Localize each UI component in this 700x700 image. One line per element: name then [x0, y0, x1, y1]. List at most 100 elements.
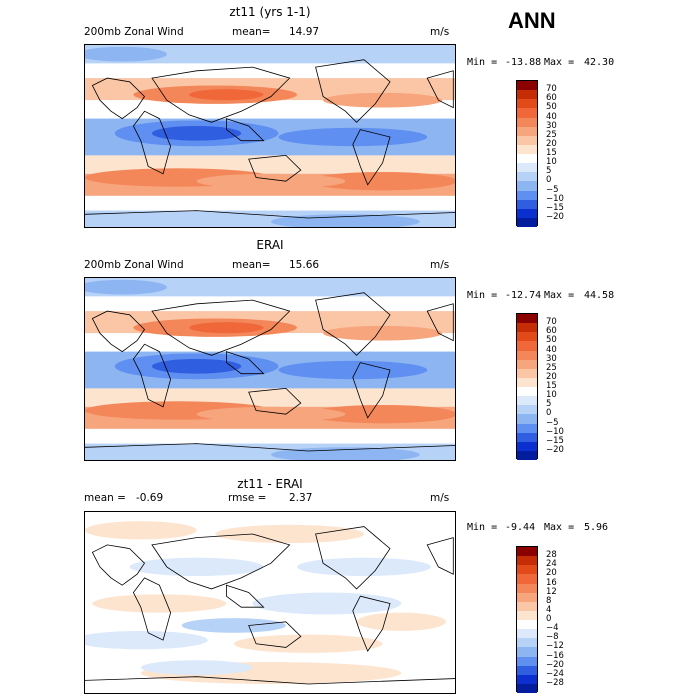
mean-label: mean =	[84, 492, 126, 504]
colorbar-swatch	[517, 323, 537, 333]
min-value: -13.88	[505, 57, 542, 68]
colorbar-tick-label: 30	[546, 120, 557, 131]
colorbar-swatch	[517, 610, 537, 620]
colorbar-swatch	[517, 547, 537, 557]
colorbar-swatch	[517, 620, 537, 630]
colorbar-swatch	[517, 574, 537, 584]
colorbar	[516, 546, 538, 693]
mean-label: mean=	[232, 26, 271, 38]
max-value: 44.58	[584, 290, 615, 301]
colorbar-tick-label: 0	[546, 175, 552, 186]
colorbar-tick-label: 10	[546, 157, 557, 168]
rmse-label: rmse =	[228, 492, 267, 504]
colorbar-swatch	[517, 647, 537, 657]
colorbar-tick-label: 25	[546, 362, 557, 373]
colorbar-swatch	[517, 154, 537, 164]
units-label: m/s	[430, 26, 450, 38]
colorbar-swatch	[517, 90, 537, 100]
colorbar-swatch	[517, 81, 537, 91]
colorbar-swatch	[517, 350, 537, 360]
map-plot	[84, 277, 456, 461]
max-label: Max =	[544, 57, 575, 68]
colorbar-swatch	[517, 99, 537, 109]
colorbar-tick-label: −12	[546, 641, 564, 652]
colorbar-swatch	[517, 414, 537, 424]
colorbar-swatch	[517, 190, 537, 200]
max-label: Max =	[544, 290, 575, 301]
colorbar-tick-label: 10	[546, 390, 557, 401]
colorbar-swatch	[517, 199, 537, 209]
colorbar-tick-label: 5	[546, 166, 552, 177]
panel-title: zt11 - ERAI	[237, 477, 303, 491]
colorbar-tick-label: −20	[546, 659, 564, 670]
colorbar-swatch	[517, 181, 537, 191]
colorbar-tick-label: −10	[546, 193, 564, 204]
colorbar-swatch	[517, 135, 537, 145]
colorbar-tick-label: −20	[546, 444, 564, 455]
colorbar-swatch	[517, 163, 537, 173]
colorbar-tick-label: −15	[546, 202, 564, 213]
colorbar-tick-label: 20	[546, 371, 557, 382]
colorbar-tick-label: 50	[546, 102, 557, 113]
colorbar-swatch	[517, 126, 537, 136]
contour-map	[85, 512, 455, 693]
colorbar-swatch	[517, 117, 537, 127]
colorbar-tick-label: 70	[546, 84, 557, 95]
colorbar-tick-label: −15	[546, 435, 564, 446]
colorbar-swatch	[517, 556, 537, 566]
mean-value: 14.97	[289, 26, 320, 38]
colorbar-tick-label: 0	[546, 614, 552, 624]
colorbar-swatch	[517, 396, 537, 406]
colorbar-swatch	[517, 638, 537, 648]
colorbar-tick-label: 15	[546, 148, 557, 158]
colorbar-tick-label: 28	[546, 550, 557, 561]
colorbar-tick-label: 60	[546, 326, 557, 337]
colorbar-tick-label: 40	[546, 344, 557, 355]
colorbar-tick-label: −20	[546, 211, 564, 222]
season-label: ANN	[508, 8, 556, 33]
mean-value: -0.69	[136, 492, 164, 504]
panel-title: zt11 (yrs 1-1)	[229, 5, 311, 19]
colorbar-tick-label: 0	[546, 408, 552, 419]
colorbar-swatch	[517, 565, 537, 575]
rmse-value: 2.37	[289, 492, 313, 504]
min-label: Min =	[467, 522, 498, 533]
colorbar-swatch	[517, 217, 537, 227]
field-label: 200mb Zonal Wind	[84, 259, 184, 271]
colorbar-tick-label: 20	[546, 568, 557, 579]
colorbar-tick-label: 30	[546, 353, 557, 364]
contour-map	[85, 278, 455, 460]
colorbar-swatch	[517, 359, 537, 369]
map-plot	[84, 511, 456, 694]
colorbar-tick-label: −8	[546, 632, 559, 643]
colorbar-tick-label: 40	[546, 111, 557, 122]
colorbar-swatch	[517, 583, 537, 593]
colorbar-tick-label: 8	[546, 595, 552, 606]
contour-map	[85, 45, 455, 227]
colorbar-tick-label: −5	[546, 184, 559, 195]
colorbar-tick-label: 24	[546, 559, 557, 570]
colorbar-swatch	[517, 423, 537, 433]
colorbar-swatch	[517, 208, 537, 218]
map-plot	[84, 44, 456, 228]
colorbar-swatch	[517, 332, 537, 342]
colorbar-tick-label: 5	[546, 399, 552, 410]
colorbar-tick-label: 70	[546, 317, 557, 328]
colorbar	[516, 313, 538, 460]
max-value: 5.96	[584, 522, 609, 533]
units-label: m/s	[430, 492, 450, 504]
colorbar-swatch	[517, 432, 537, 442]
colorbar-swatch	[517, 601, 537, 611]
colorbar-tick-label: 12	[546, 586, 557, 597]
colorbar-tick-label: −4	[546, 623, 559, 634]
colorbar-swatch	[517, 405, 537, 415]
colorbar-swatch	[517, 314, 537, 324]
colorbar-tick-label: 20	[546, 138, 557, 149]
colorbar-swatch	[517, 108, 537, 118]
colorbar-swatch	[517, 656, 537, 666]
colorbar	[516, 80, 538, 227]
min-label: Min =	[467, 290, 498, 301]
colorbar-tick-label: −5	[546, 417, 559, 428]
colorbar-swatch	[517, 341, 537, 351]
colorbar-tick-label: 15	[546, 381, 557, 391]
